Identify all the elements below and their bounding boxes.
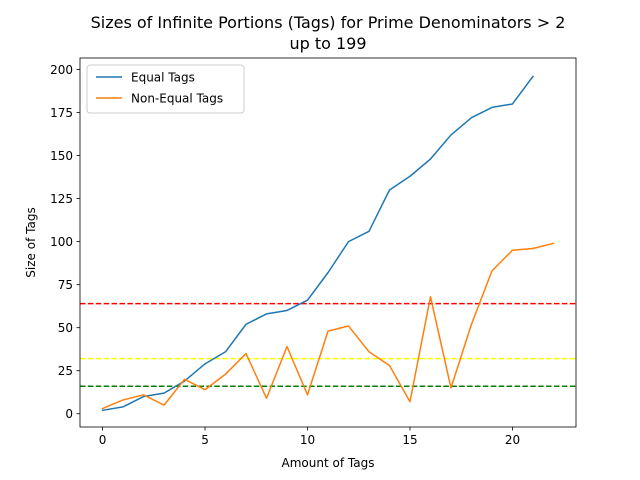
legend-box bbox=[86, 64, 245, 114]
y-tick-label: 75 bbox=[58, 278, 73, 292]
x-tick-label: 15 bbox=[402, 433, 417, 447]
x-tick-label: 10 bbox=[300, 433, 315, 447]
legend-label-1: Non-Equal Tags bbox=[131, 91, 223, 105]
legend-label-0: Equal Tags bbox=[131, 70, 195, 84]
y-tick-label: 100 bbox=[50, 235, 73, 249]
y-tick-label: 50 bbox=[58, 321, 73, 335]
y-tick-label: 25 bbox=[58, 364, 73, 378]
axes-frame bbox=[79, 57, 577, 428]
legend: Equal Tags Non-Equal Tags bbox=[86, 64, 245, 114]
y-tick-label: 0 bbox=[65, 407, 73, 421]
series-line-0 bbox=[101, 75, 535, 412]
chart-title: Sizes of Infinite Portions (Tags) for Pr… bbox=[91, 13, 566, 53]
y-tick-label: 200 bbox=[50, 63, 73, 77]
plot-area bbox=[80, 75, 576, 412]
series-line-1 bbox=[101, 242, 555, 410]
x-tick-label: 5 bbox=[201, 433, 209, 447]
x-tick-label: 20 bbox=[505, 433, 520, 447]
chart-title-line: Sizes of Infinite Portions (Tags) for Pr… bbox=[91, 13, 566, 32]
y-tick-label: 175 bbox=[50, 106, 73, 120]
y-axis-label: Size of Tags bbox=[24, 207, 38, 277]
x-tick-label: 0 bbox=[99, 433, 107, 447]
x-axis-label: Amount of Tags bbox=[282, 456, 375, 470]
y-tick-label: 125 bbox=[50, 192, 73, 206]
y-tick-label: 150 bbox=[50, 149, 73, 163]
chart-title-line: up to 199 bbox=[289, 34, 366, 53]
